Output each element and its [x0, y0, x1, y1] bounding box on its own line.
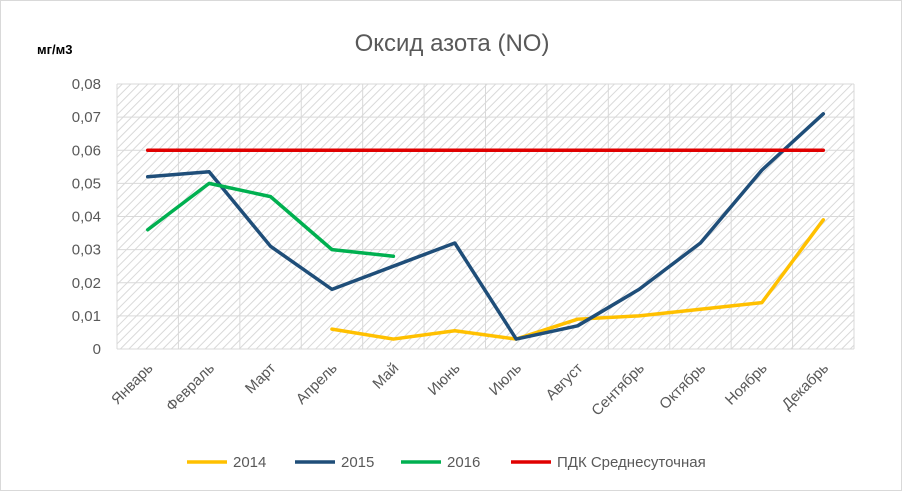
- x-tick-label: Декабрь: [779, 360, 833, 414]
- legend-label: 2014: [233, 454, 266, 471]
- x-tick-label: Ноябрь: [722, 360, 771, 409]
- x-tick-label: Июль: [486, 360, 525, 399]
- y-tick-label: 0,05: [72, 175, 101, 192]
- x-tick-label: Август: [543, 360, 587, 404]
- x-tick-label: Октябрь: [656, 360, 709, 413]
- x-tick-label: Июнь: [425, 360, 464, 399]
- y-tick-label: 0,02: [72, 275, 101, 292]
- series-line-2016: [145, 181, 396, 258]
- y-tick-label: 0: [93, 341, 101, 358]
- x-tick-label: Март: [242, 360, 279, 397]
- y-tick-label: 0,08: [72, 76, 101, 93]
- y-tick-label: 0,01: [72, 308, 101, 325]
- x-tick-label: Январь: [108, 360, 157, 409]
- y-tick-label: 0,04: [72, 209, 101, 226]
- series-line-2015: [145, 112, 826, 341]
- y-axis-label: мг/м3: [37, 42, 73, 57]
- y-tick-label: 0,06: [72, 142, 101, 159]
- legend-label: ПДК Среднесуточная: [557, 454, 706, 471]
- x-tick-label: Май: [369, 360, 402, 393]
- y-tick-label: 0,07: [72, 109, 101, 126]
- legend-label: 2015: [341, 454, 374, 471]
- legend-label: 2016: [447, 454, 480, 471]
- y-tick-label: 0,03: [72, 242, 101, 259]
- series-line-2014: [330, 218, 826, 341]
- x-tick-label: Сентябрь: [588, 360, 648, 420]
- x-tick-label: Апрель: [293, 360, 341, 408]
- x-tick-label: Февраль: [163, 360, 218, 415]
- chart-title: Оксид азота (NO): [355, 30, 550, 57]
